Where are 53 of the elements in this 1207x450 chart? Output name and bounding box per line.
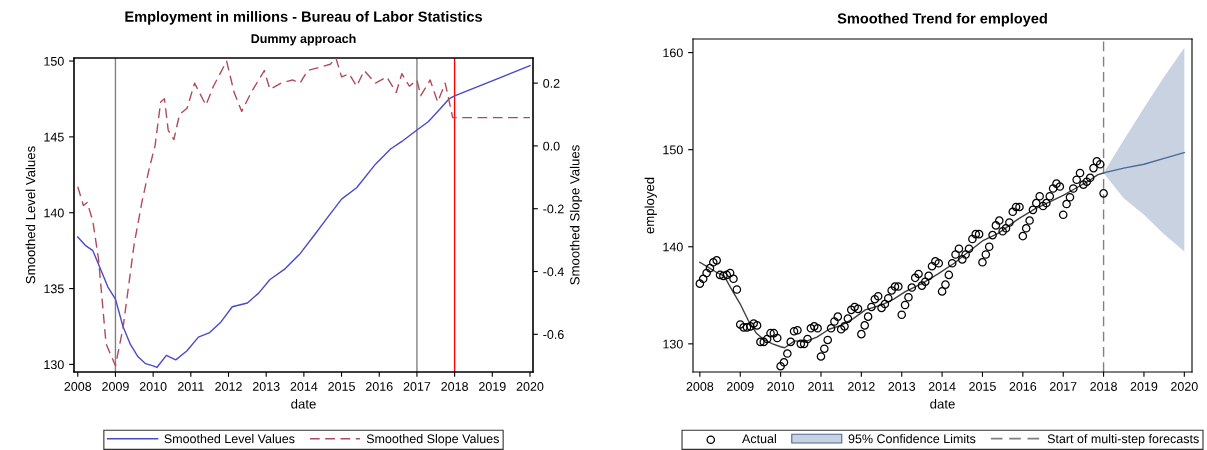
x-tick-label: 2012 <box>215 382 242 391</box>
x-tick-label: 2014 <box>928 382 956 391</box>
x-tick-label: 2013 <box>252 382 280 391</box>
x-tick-label: 2016 <box>365 382 393 391</box>
y-tick-label: 150 <box>44 56 64 66</box>
chart-subtitle: Dummy approach <box>251 33 356 46</box>
y2-tick-label: -0.4 <box>543 267 564 277</box>
x-tick-label: 2018 <box>441 382 468 391</box>
x-tick-label: 2009 <box>102 382 129 391</box>
y2-tick-label: -0.2 <box>543 204 564 214</box>
legend-label: 95% Confidence Limits <box>848 434 976 444</box>
x-axis-title: date <box>930 398 955 409</box>
x-axis-title: date <box>291 398 316 409</box>
x-tick-label: 2011 <box>808 382 834 391</box>
x-tick-label: 2008 <box>686 382 714 391</box>
x-tick-label: 2018 <box>1090 382 1117 391</box>
x-tick-label: 2008 <box>64 382 92 391</box>
x-tick-label: 2009 <box>726 382 754 391</box>
legend-label: Smoothed Level Values <box>164 434 295 444</box>
y-tick-label: 145 <box>44 132 64 142</box>
x-tick-label: 2016 <box>1009 382 1037 391</box>
x-tick-label: 2019 <box>1130 382 1158 391</box>
y-tick-label: 130 <box>44 360 64 370</box>
x-tick-label: 2020 <box>1171 382 1198 391</box>
legend-label: Smoothed Slope Values <box>366 434 499 446</box>
x-tick-label: 2015 <box>969 382 996 391</box>
y-tick-label: 135 <box>44 284 64 294</box>
legend-label: Start of multi-step forecasts <box>1047 434 1199 446</box>
y2-tick-label: 0.0 <box>543 141 560 151</box>
x-tick-label: 2020 <box>516 382 544 391</box>
y2-tick-label: -0.6 <box>543 330 564 339</box>
x-tick-label: 2011 <box>178 382 204 391</box>
y-axis-title: Smoothed Level Values <box>25 146 36 284</box>
x-tick-label: 2017 <box>403 382 431 391</box>
y-tick-label: 140 <box>663 242 683 252</box>
x-tick-label: 2010 <box>139 382 167 391</box>
x-tick-label: 2017 <box>1049 382 1077 391</box>
x-tick-label: 2014 <box>290 382 318 391</box>
y-tick-label: 160 <box>663 48 683 58</box>
x-tick-label: 2015 <box>328 382 355 391</box>
y-axis-title: employed <box>644 177 657 234</box>
legend-label: Actual <box>742 434 776 444</box>
y2-tick-label: 0.2 <box>543 78 560 88</box>
x-tick-label: 2013 <box>888 382 916 391</box>
y2-axis-title: Smoothed Slope Values <box>569 145 583 285</box>
chart-title: Smoothed Trend for employed <box>837 12 1047 27</box>
y-tick-label: 130 <box>663 339 683 349</box>
y-tick-label: 150 <box>663 145 683 155</box>
x-tick-label: 2010 <box>767 382 795 391</box>
x-tick-label: 2019 <box>479 382 506 391</box>
x-tick-label: 2012 <box>848 382 875 391</box>
y-tick-label: 140 <box>44 208 64 218</box>
chart-title: Employment in millions - Bureau of Labor Statistics <box>125 11 482 25</box>
